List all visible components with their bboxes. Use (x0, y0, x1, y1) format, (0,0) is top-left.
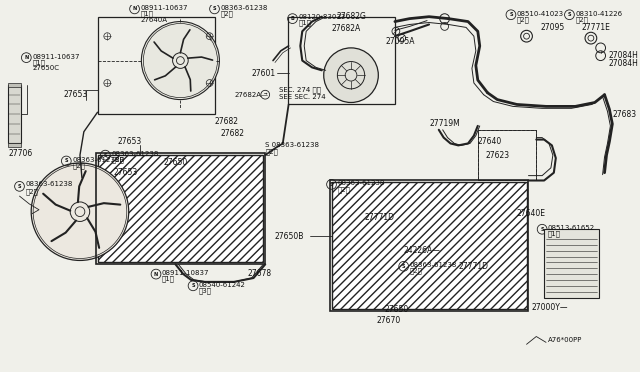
Bar (97, 17, 214, 114)
Bar (332, 182, 527, 309)
Text: 27000Y—: 27000Y— (531, 303, 568, 312)
Text: 27653: 27653 (117, 137, 141, 146)
Bar (8, 144, 22, 147)
Text: 27650: 27650 (384, 305, 408, 314)
Bar (8, 83, 22, 87)
Text: 27095: 27095 (540, 23, 564, 32)
Text: 27678: 27678 (248, 269, 272, 278)
Text: S: S (191, 283, 195, 288)
Text: 27650: 27650 (164, 158, 188, 167)
Text: 27706: 27706 (9, 149, 33, 158)
Text: 27682: 27682 (220, 129, 244, 138)
Text: 27682G: 27682G (337, 12, 366, 21)
Text: 27640E: 27640E (516, 209, 546, 218)
Text: 08363-61238B: 08363-61238B (72, 157, 124, 163)
Text: →: → (264, 93, 267, 97)
Bar (478, 130, 536, 180)
Bar (287, 17, 395, 105)
Circle shape (31, 163, 129, 260)
Text: S: S (330, 182, 333, 187)
Text: N: N (154, 272, 158, 277)
Text: 27650B: 27650B (275, 232, 305, 241)
Text: 27084H: 27084H (609, 51, 638, 60)
Text: 08120-83033: 08120-83033 (298, 14, 346, 20)
Text: 08310-41226: 08310-41226 (575, 11, 623, 17)
Text: （2）: （2） (111, 157, 124, 163)
Text: S: S (65, 158, 68, 163)
Text: （2）: （2） (575, 16, 588, 23)
Text: 27682: 27682 (214, 118, 239, 126)
Text: （2）: （2） (26, 188, 38, 195)
Text: 27640A: 27640A (140, 17, 168, 23)
Circle shape (141, 22, 220, 100)
Text: S: S (402, 264, 405, 269)
Text: 27719M: 27719M (429, 119, 460, 128)
Text: （1）: （1） (32, 59, 45, 66)
Text: 27653: 27653 (63, 90, 88, 99)
Text: 27771E: 27771E (581, 23, 610, 32)
Text: （2）: （2） (337, 186, 350, 193)
Text: 27623: 27623 (486, 151, 509, 160)
Text: 27095A: 27095A (385, 36, 415, 45)
Text: 08363-61238: 08363-61238 (111, 151, 159, 157)
Text: N: N (132, 6, 137, 12)
Text: 08911-10837: 08911-10837 (162, 270, 209, 276)
Text: 27601: 27601 (252, 69, 276, 78)
Text: 08510-41023: 08510-41023 (516, 11, 564, 17)
Text: （2）: （2） (220, 10, 233, 17)
Text: （1）: （1） (140, 10, 154, 17)
Bar (95, 153, 265, 264)
Text: 27771D: 27771D (458, 262, 488, 271)
Bar (97, 155, 263, 262)
Text: S: S (18, 184, 21, 189)
Text: S: S (104, 153, 107, 158)
Text: B: B (291, 16, 294, 21)
Bar (330, 180, 529, 311)
Text: 08363-61238: 08363-61238 (410, 262, 457, 268)
Text: 27670: 27670 (376, 317, 401, 326)
Text: S: S (568, 12, 571, 17)
Text: 27682A—: 27682A— (234, 92, 268, 98)
Text: （3）: （3） (199, 288, 212, 294)
Text: S 08363-61238: S 08363-61238 (265, 142, 319, 148)
Text: S: S (509, 12, 513, 17)
Text: SEC. 274 参照: SEC. 274 参照 (279, 87, 321, 93)
Bar (8, 85, 22, 144)
Text: 27682A: 27682A (332, 24, 361, 33)
Text: N: N (24, 55, 28, 60)
Text: （2）: （2） (516, 16, 530, 23)
Text: A76*00PP: A76*00PP (548, 337, 582, 343)
Text: 08911-10637: 08911-10637 (32, 54, 79, 60)
Text: （1）: （1） (298, 19, 312, 26)
Text: 27640: 27640 (478, 137, 502, 146)
Text: 08363-61238: 08363-61238 (337, 180, 385, 186)
Text: 27650C: 27650C (32, 65, 59, 71)
Text: S: S (540, 227, 544, 232)
Text: 08363-61238: 08363-61238 (26, 182, 73, 187)
Bar (478, 130, 536, 180)
Text: S: S (212, 6, 216, 12)
Text: SEE SEC. 274: SEE SEC. 274 (279, 94, 326, 100)
Text: 24226A—: 24226A— (404, 246, 440, 255)
Text: （2）: （2） (265, 148, 278, 154)
Text: 08513-61652: 08513-61652 (548, 225, 595, 231)
Text: 27771D: 27771D (365, 213, 395, 222)
Text: 08363-61238: 08363-61238 (220, 5, 268, 11)
Text: 27653: 27653 (113, 168, 138, 177)
Text: （1）: （1） (162, 276, 175, 282)
Text: （2）: （2） (410, 268, 422, 275)
Text: 27084H: 27084H (609, 59, 638, 68)
Text: （2）: （2） (72, 163, 85, 169)
Bar (544, 229, 598, 298)
Text: 08540-61242: 08540-61242 (199, 282, 246, 288)
Text: （1）: （1） (548, 231, 561, 237)
Text: 08911-10637: 08911-10637 (140, 5, 188, 11)
Circle shape (324, 48, 378, 103)
Text: 27683: 27683 (612, 110, 636, 119)
